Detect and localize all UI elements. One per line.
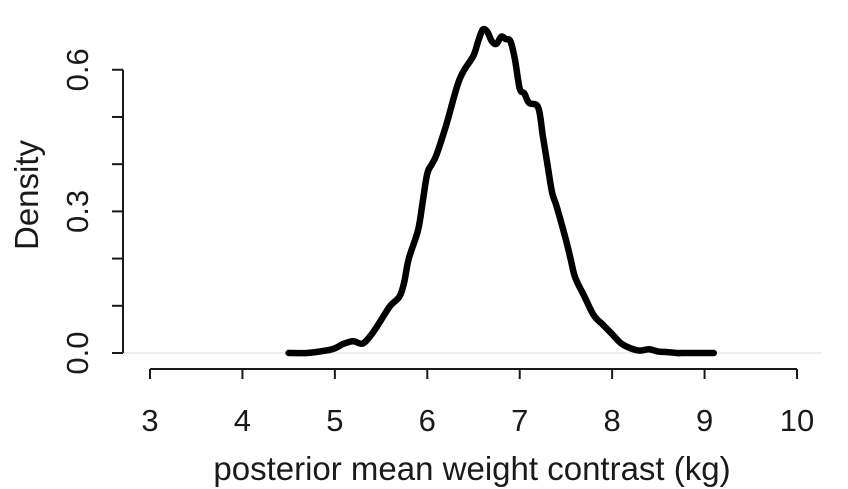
density-curve	[285, 25, 718, 357]
x-tick-label: 8	[604, 403, 621, 438]
x-tick-label: 5	[326, 403, 343, 438]
x-tick-label: 6	[419, 403, 436, 438]
x-tick-label: 9	[696, 403, 713, 438]
y-tick-label: 0.0	[60, 331, 95, 374]
axes	[122, 69, 822, 370]
x-axis-title: posterior mean weight contrast (kg)	[213, 450, 730, 487]
x-axis-ticks: 3 4 5 6 7 8 9 10	[141, 369, 814, 438]
y-tick-label: 0.6	[60, 48, 95, 91]
y-tick-label: 0.3	[60, 190, 95, 233]
y-axis-title: Density	[8, 139, 45, 250]
x-tick-label: 3	[141, 403, 158, 438]
x-tick-label: 7	[511, 403, 528, 438]
x-tick-label: 4	[234, 403, 251, 438]
x-tick-label: 10	[780, 403, 814, 438]
y-axis-ticks: 0.0 0.3 0.6	[60, 48, 123, 375]
